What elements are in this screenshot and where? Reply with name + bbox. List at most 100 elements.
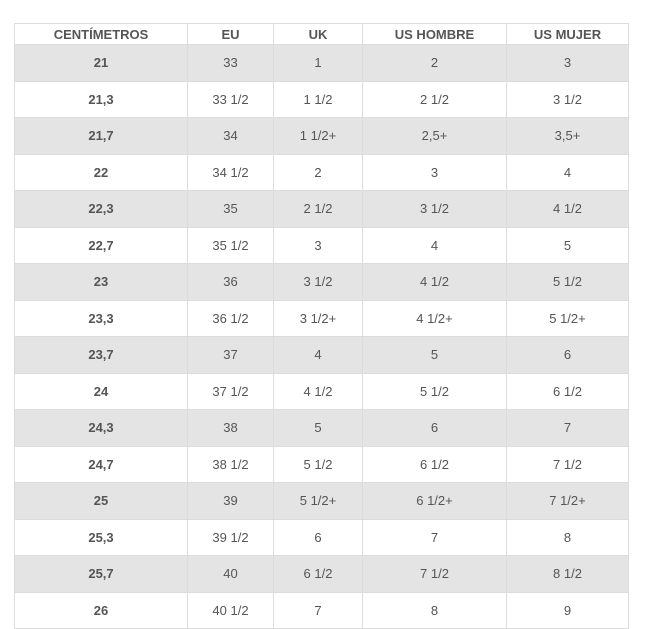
table-row: 21 33 1 2 3 xyxy=(14,44,629,82)
table-header: CENTÍMETROS EU UK US HOMBRE US MUJER xyxy=(14,23,629,45)
cell-eu: 38 1/2 xyxy=(187,445,274,483)
cell-centimetros: 24,7 xyxy=(14,445,188,483)
cell-eu: 35 1/2 xyxy=(187,226,274,264)
cell-uk: 3 xyxy=(273,226,363,264)
cell-us-mujer: 7 1/2+ xyxy=(506,482,629,520)
cell-centimetros: 25,7 xyxy=(14,555,188,593)
cell-eu: 39 1/2 xyxy=(187,518,274,556)
cell-eu: 36 1/2 xyxy=(187,299,274,337)
cell-us-hombre: 6 1/2+ xyxy=(362,482,507,520)
table-row: 22,7 35 1/2 3 4 5 xyxy=(14,226,629,264)
cell-us-hombre: 8 xyxy=(362,591,507,629)
table-row: 22 34 1/2 2 3 4 xyxy=(14,153,629,191)
cell-centimetros: 25 xyxy=(14,482,188,520)
cell-uk: 3 1/2 xyxy=(273,263,363,301)
cell-uk: 3 1/2+ xyxy=(273,299,363,337)
cell-us-mujer: 6 xyxy=(506,336,629,374)
cell-centimetros: 24 xyxy=(14,372,188,410)
cell-us-mujer: 5 1/2 xyxy=(506,263,629,301)
cell-centimetros: 21 xyxy=(14,44,188,82)
cell-centimetros: 25,3 xyxy=(14,518,188,556)
cell-us-hombre: 4 xyxy=(362,226,507,264)
cell-us-hombre: 2 xyxy=(362,44,507,82)
cell-uk: 1 1/2+ xyxy=(273,117,363,155)
cell-us-mujer: 3 xyxy=(506,44,629,82)
cell-us-hombre: 2 1/2 xyxy=(362,80,507,118)
cell-us-hombre: 4 1/2+ xyxy=(362,299,507,337)
table-row: 24 37 1/2 4 1/2 5 1/2 6 1/2 xyxy=(14,372,629,410)
header-eu: EU xyxy=(187,23,274,45)
cell-us-hombre: 6 xyxy=(362,409,507,447)
cell-uk: 2 1/2 xyxy=(273,190,363,228)
table-row: 21,7 34 1 1/2+ 2,5+ 3,5+ xyxy=(14,117,629,155)
cell-eu: 37 xyxy=(187,336,274,374)
cell-centimetros: 21,7 xyxy=(14,117,188,155)
cell-us-hombre: 5 xyxy=(362,336,507,374)
cell-uk: 5 1/2 xyxy=(273,445,363,483)
cell-eu: 38 xyxy=(187,409,274,447)
cell-centimetros: 22 xyxy=(14,153,188,191)
cell-us-mujer: 3 1/2 xyxy=(506,80,629,118)
cell-us-hombre: 2,5+ xyxy=(362,117,507,155)
cell-uk: 1 xyxy=(273,44,363,82)
cell-uk: 4 xyxy=(273,336,363,374)
cell-us-mujer: 5 xyxy=(506,226,629,264)
header-us-hombre: US HOMBRE xyxy=(362,23,507,45)
cell-eu: 36 xyxy=(187,263,274,301)
cell-eu: 34 xyxy=(187,117,274,155)
cell-centimetros: 22,3 xyxy=(14,190,188,228)
cell-us-mujer: 4 1/2 xyxy=(506,190,629,228)
table-row: 26 40 1/2 7 8 9 xyxy=(14,591,629,629)
cell-uk: 7 xyxy=(273,591,363,629)
header-row: CENTÍMETROS EU UK US HOMBRE US MUJER xyxy=(14,23,629,45)
header-uk: UK xyxy=(273,23,363,45)
header-centimetros: CENTÍMETROS xyxy=(14,23,188,45)
cell-eu: 35 xyxy=(187,190,274,228)
header-us-mujer: US MUJER xyxy=(506,23,629,45)
cell-eu: 40 xyxy=(187,555,274,593)
cell-uk: 2 xyxy=(273,153,363,191)
cell-uk: 1 1/2 xyxy=(273,80,363,118)
cell-us-mujer: 9 xyxy=(506,591,629,629)
cell-uk: 6 1/2 xyxy=(273,555,363,593)
cell-eu: 34 1/2 xyxy=(187,153,274,191)
table-row: 23 36 3 1/2 4 1/2 5 1/2 xyxy=(14,263,629,301)
table-row: 24,3 38 5 6 7 xyxy=(14,409,629,447)
cell-us-mujer: 4 xyxy=(506,153,629,191)
cell-centimetros: 23,7 xyxy=(14,336,188,374)
cell-eu: 33 xyxy=(187,44,274,82)
cell-centimetros: 22,7 xyxy=(14,226,188,264)
cell-eu: 40 1/2 xyxy=(187,591,274,629)
table-row: 25,3 39 1/2 6 7 8 xyxy=(14,518,629,556)
cell-us-hombre: 4 1/2 xyxy=(362,263,507,301)
cell-uk: 5 1/2+ xyxy=(273,482,363,520)
table-row: 25 39 5 1/2+ 6 1/2+ 7 1/2+ xyxy=(14,482,629,520)
cell-us-mujer: 3,5+ xyxy=(506,117,629,155)
cell-centimetros: 21,3 xyxy=(14,80,188,118)
cell-centimetros: 23,3 xyxy=(14,299,188,337)
cell-us-mujer: 8 1/2 xyxy=(506,555,629,593)
cell-us-hombre: 7 xyxy=(362,518,507,556)
table-body: 21 33 1 2 3 21,3 33 1/2 1 1/2 2 1/2 3 1/2 21,7 34 1 … xyxy=(14,44,629,629)
cell-uk: 6 xyxy=(273,518,363,556)
table-row: 23,3 36 1/2 3 1/2+ 4 1/2+ 5 1/2+ xyxy=(14,299,629,337)
cell-us-hombre: 3 xyxy=(362,153,507,191)
cell-us-hombre: 7 1/2 xyxy=(362,555,507,593)
cell-uk: 4 1/2 xyxy=(273,372,363,410)
cell-us-hombre: 6 1/2 xyxy=(362,445,507,483)
table-row: 21,3 33 1/2 1 1/2 2 1/2 3 1/2 xyxy=(14,80,629,118)
table-row: 23,7 37 4 5 6 xyxy=(14,336,629,374)
cell-us-mujer: 8 xyxy=(506,518,629,556)
table-row: 25,7 40 6 1/2 7 1/2 8 1/2 xyxy=(14,555,629,593)
cell-eu: 33 1/2 xyxy=(187,80,274,118)
cell-eu: 39 xyxy=(187,482,274,520)
cell-us-mujer: 5 1/2+ xyxy=(506,299,629,337)
cell-us-mujer: 7 xyxy=(506,409,629,447)
cell-us-mujer: 7 1/2 xyxy=(506,445,629,483)
table-row: 24,7 38 1/2 5 1/2 6 1/2 7 1/2 xyxy=(14,445,629,483)
cell-us-hombre: 3 1/2 xyxy=(362,190,507,228)
table-row: 22,3 35 2 1/2 3 1/2 4 1/2 xyxy=(14,190,629,228)
cell-centimetros: 23 xyxy=(14,263,188,301)
cell-centimetros: 24,3 xyxy=(14,409,188,447)
cell-us-hombre: 5 1/2 xyxy=(362,372,507,410)
